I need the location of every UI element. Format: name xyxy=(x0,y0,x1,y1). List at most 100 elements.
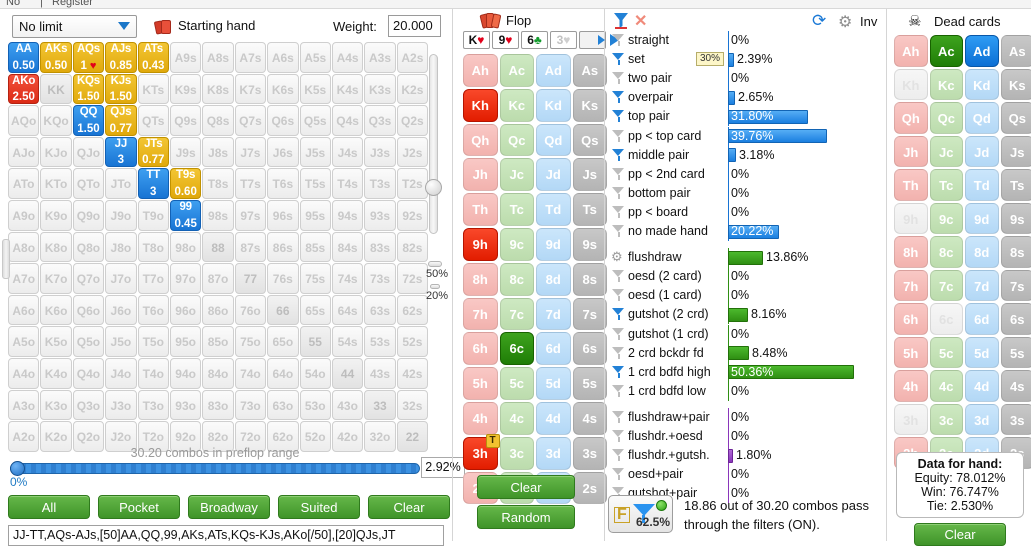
matrix-cell-33[interactable]: 33 xyxy=(364,390,395,421)
matrix-cell-K9s[interactable]: K9s xyxy=(170,74,201,105)
matrix-cell-J6s[interactable]: J6s xyxy=(267,137,298,168)
board-card-Ts[interactable]: Ts xyxy=(573,193,608,226)
matrix-cell-53s[interactable]: 53s xyxy=(364,326,395,357)
filter-funnel-icon[interactable] xyxy=(612,187,625,200)
matrix-cell-J2s[interactable]: J2s xyxy=(397,137,428,168)
board-card-Ah[interactable]: Ah xyxy=(463,54,498,87)
matrix-cell-J7o[interactable]: J7o xyxy=(105,263,136,294)
board-card-4h[interactable]: 4h xyxy=(463,402,498,435)
dead-card-9s[interactable]: 9s xyxy=(1001,203,1031,235)
board-card-Qh[interactable]: Qh xyxy=(463,124,498,157)
gear-icon[interactable]: ⚙ xyxy=(838,12,852,32)
matrix-cell-98o[interactable]: 98o xyxy=(170,232,201,263)
matrix-cell-AQo[interactable]: AQo xyxy=(8,105,39,136)
board-card-5h[interactable]: 5h xyxy=(463,367,498,400)
matrix-cell-J7s[interactable]: J7s xyxy=(235,137,266,168)
dead-card-7c[interactable]: 7c xyxy=(930,270,964,302)
matrix-cell-85s[interactable]: 85s xyxy=(300,232,331,263)
board-card-6c[interactable]: 6c xyxy=(500,332,535,365)
matrix-cell-K2s[interactable]: K2s xyxy=(397,74,428,105)
range-percent-slider[interactable] xyxy=(10,461,420,475)
matrix-cell-T4o[interactable]: T4o xyxy=(138,358,169,389)
matrix-cell-A8o[interactable]: A8o xyxy=(8,232,39,263)
board-card-Tc[interactable]: Tc xyxy=(500,193,535,226)
matrix-cell-K5o[interactable]: K5o xyxy=(40,326,71,357)
board-slot-4[interactable]: 3♥ xyxy=(550,31,577,49)
filter-funnel-icon[interactable] xyxy=(612,130,625,143)
matrix-cell-96s[interactable]: 96s xyxy=(267,200,298,231)
board-card-Jd[interactable]: Jd xyxy=(536,158,571,191)
dead-card-3h[interactable]: 3h xyxy=(894,404,928,436)
matrix-cell-ATo[interactable]: ATo xyxy=(8,168,39,199)
matrix-cell-QJo[interactable]: QJo xyxy=(73,137,104,168)
matrix-cell-Q8s[interactable]: Q8s xyxy=(202,105,233,136)
dead-card-5h[interactable]: 5h xyxy=(894,337,928,369)
quick-button-pocket[interactable]: Pocket xyxy=(98,495,180,519)
board-card-Ks[interactable]: Ks xyxy=(573,89,608,122)
matrix-cell-QTo[interactable]: QTo xyxy=(73,168,104,199)
matrix-cell-A9s[interactable]: A9s xyxy=(170,42,201,73)
board-card-Kd[interactable]: Kd xyxy=(536,89,571,122)
board-card-7h[interactable]: 7h xyxy=(463,298,498,331)
matrix-cell-85o[interactable]: 85o xyxy=(202,326,233,357)
dead-card-4d[interactable]: 4d xyxy=(965,370,999,402)
matrix-cell-AJo[interactable]: AJo xyxy=(8,137,39,168)
board-card-2s[interactable]: 2s xyxy=(573,472,608,505)
board-card-4s[interactable]: 4s xyxy=(573,402,608,435)
board-clear-button[interactable]: Clear xyxy=(477,475,575,499)
matrix-cell-86s[interactable]: 86s xyxy=(267,232,298,263)
board-card-Th[interactable]: Th xyxy=(463,193,498,226)
matrix-cell-Q9o[interactable]: Q9o xyxy=(73,200,104,231)
left-scrollbar[interactable] xyxy=(2,239,10,279)
matrix-cell-A4s[interactable]: A4s xyxy=(332,42,363,73)
dead-card-Qc[interactable]: Qc xyxy=(930,102,964,134)
matrix-cell-93s[interactable]: 93s xyxy=(364,200,395,231)
dead-card-9c[interactable]: 9c xyxy=(930,203,964,235)
dead-card-3c[interactable]: 3c xyxy=(930,404,964,436)
dead-card-Ac[interactable]: Ac xyxy=(930,35,964,67)
board-card-3s[interactable]: 3s xyxy=(573,437,608,470)
board-card-8d[interactable]: 8d xyxy=(536,263,571,296)
matrix-cell-Q7o[interactable]: Q7o xyxy=(73,263,104,294)
dead-card-Qh[interactable]: Qh xyxy=(894,102,928,134)
filter-funnel-icon[interactable] xyxy=(612,328,625,341)
filter-row-flushdr-gutsh-[interactable]: flushdr.+gutsh.1.80% xyxy=(608,446,888,465)
matrix-cell-J8s[interactable]: J8s xyxy=(202,137,233,168)
dead-card-9h[interactable]: 9h xyxy=(894,203,928,235)
filter-funnel-icon[interactable] xyxy=(612,110,625,123)
board-card-Jc[interactable]: Jc xyxy=(500,158,535,191)
matrix-cell-K3o[interactable]: K3o xyxy=(40,390,71,421)
matrix-cell-K8s[interactable]: K8s xyxy=(202,74,233,105)
matrix-cell-J9o[interactable]: J9o xyxy=(105,200,136,231)
dead-card-Tc[interactable]: Tc xyxy=(930,169,964,201)
matrix-cell-63s[interactable]: 63s xyxy=(364,295,395,326)
dead-card-9d[interactable]: 9d xyxy=(965,203,999,235)
filter-row-gutshot-2-crd-[interactable]: gutshot (2 crd)8.16% xyxy=(608,305,888,324)
matrix-cell-87o[interactable]: 87o xyxy=(202,263,233,294)
matrix-cell-95s[interactable]: 95s xyxy=(300,200,331,231)
matrix-cell-63o[interactable]: 63o xyxy=(267,390,298,421)
matrix-cell-Q7s[interactable]: Q7s xyxy=(235,105,266,136)
dead-card-4h[interactable]: 4h xyxy=(894,370,928,402)
matrix-cell-A8s[interactable]: A8s xyxy=(202,42,233,73)
dead-card-Ks[interactable]: Ks xyxy=(1001,69,1031,101)
matrix-cell-83o[interactable]: 83o xyxy=(202,390,233,421)
board-card-4d[interactable]: 4d xyxy=(536,402,571,435)
matrix-cell-Q3s[interactable]: Q3s xyxy=(364,105,395,136)
filter-funnel-icon[interactable] xyxy=(612,308,625,321)
dead-card-Ts[interactable]: Ts xyxy=(1001,169,1031,201)
matrix-cell-75o[interactable]: 75o xyxy=(235,326,266,357)
matrix-cell-A2s[interactable]: A2s xyxy=(397,42,428,73)
filter-gear-icon[interactable]: ⚙ xyxy=(611,250,625,264)
matrix-cell-J8o[interactable]: J8o xyxy=(105,232,136,263)
weight-input[interactable]: 20.000 xyxy=(388,15,441,37)
matrix-cell-A7o[interactable]: A7o xyxy=(8,263,39,294)
